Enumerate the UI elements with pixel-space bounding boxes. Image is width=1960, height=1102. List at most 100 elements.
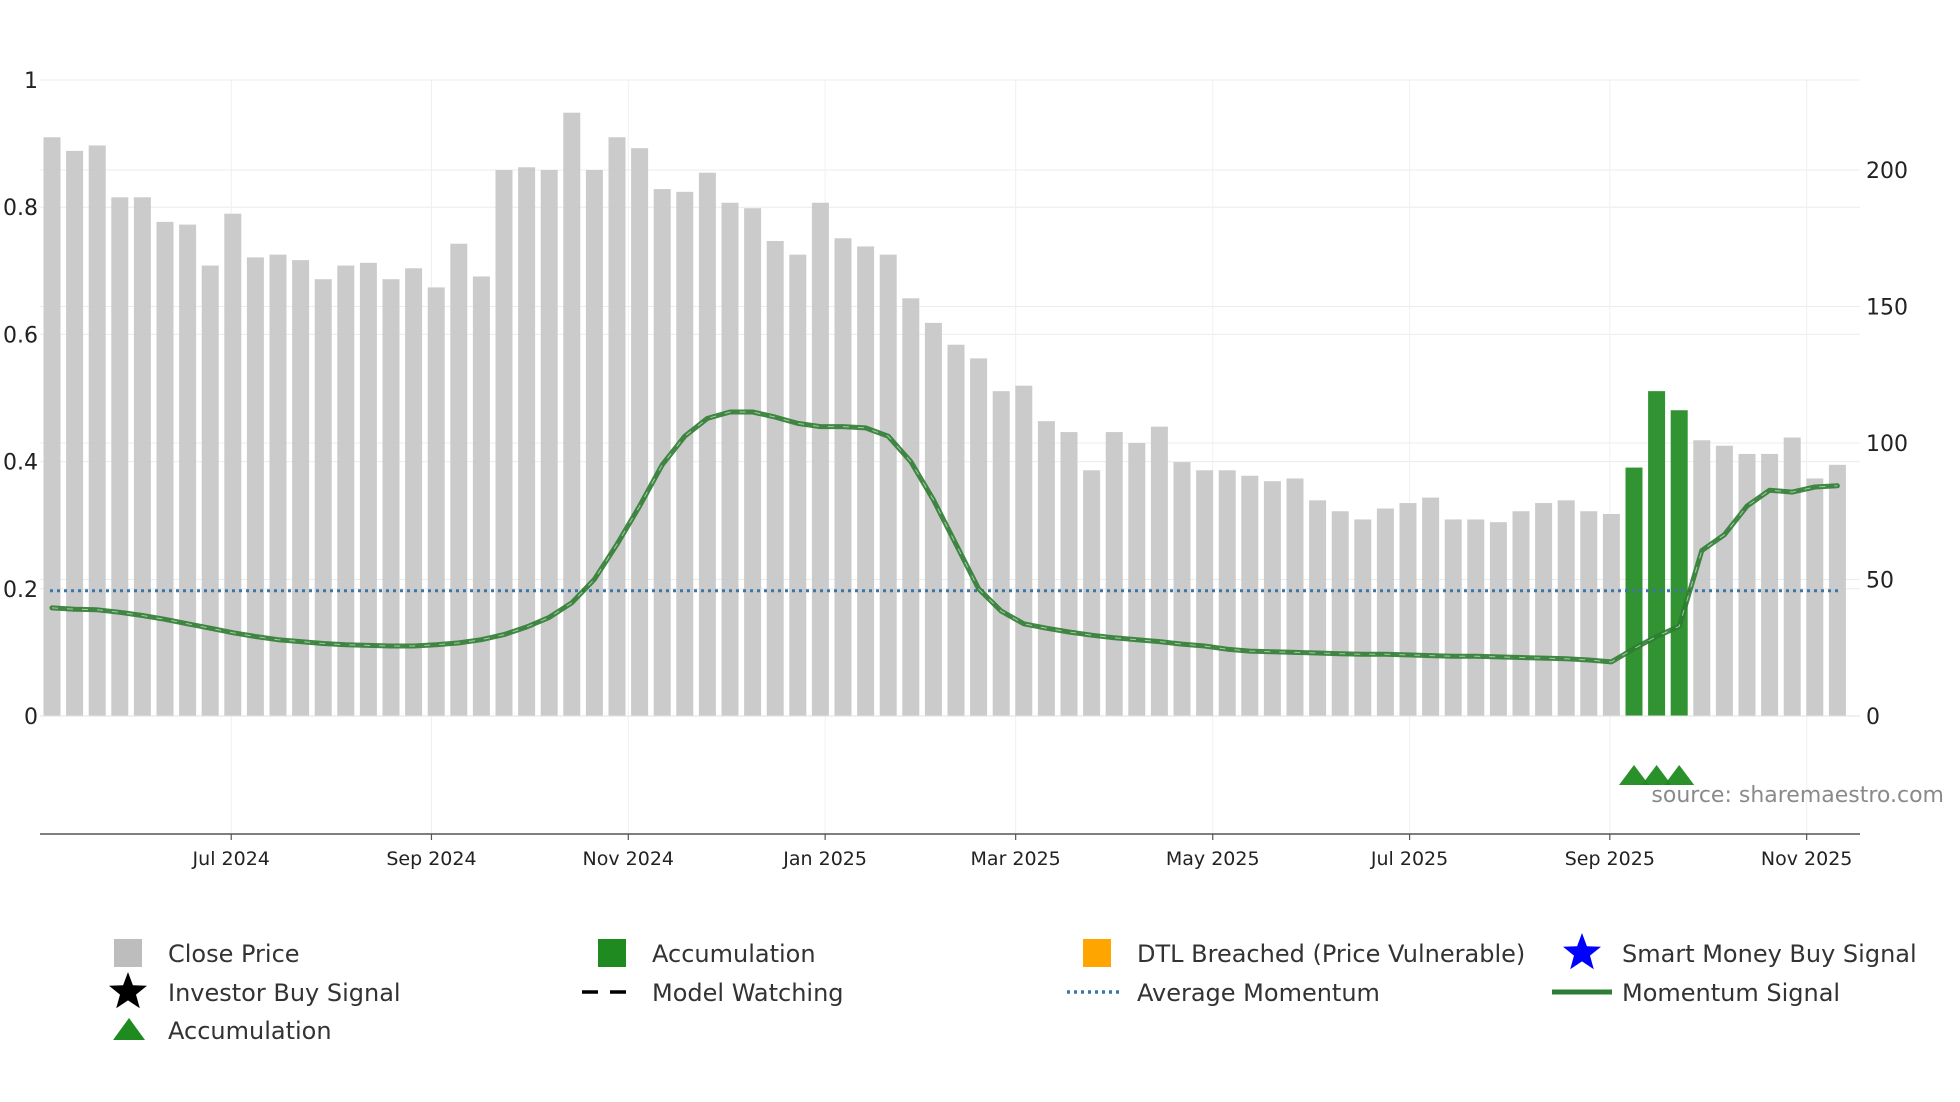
- legend-item-black-star: Investor Buy Signal: [109, 972, 401, 1009]
- close-price-bar: [789, 254, 807, 716]
- close-price-bar: [924, 322, 942, 716]
- close-price-bar: [518, 167, 536, 716]
- close-price-bar: [1173, 462, 1191, 716]
- accumulation-bar: [1670, 410, 1688, 716]
- accumulation-triangle-marker: [1641, 765, 1672, 785]
- close-price-bar: [811, 202, 829, 716]
- left-axis-tick-label: 1: [24, 69, 38, 94]
- close-price-bar: [1444, 519, 1462, 716]
- close-price-bar: [156, 221, 174, 716]
- close-price-bar: [495, 170, 513, 716]
- close-price-bar: [450, 243, 468, 716]
- close-price-bar: [224, 213, 242, 716]
- legend: Close Price Accumulation DTL Breached (Pri…: [109, 933, 1917, 1045]
- legend-item-dotted-line: Average Momentum: [1067, 979, 1380, 1007]
- close-price-bar: [1715, 445, 1733, 716]
- close-price-bar: [879, 254, 897, 716]
- close-price-bar: [472, 276, 490, 716]
- close-price-bar: [1467, 519, 1485, 716]
- right-axis-tick-label: 150: [1866, 296, 1908, 321]
- legend-item-green-triangle: Accumulation: [113, 1017, 332, 1045]
- close-price-bar: [382, 279, 400, 716]
- legend-label: Accumulation: [652, 940, 816, 968]
- x-axis-tick-label: Jul 2025: [1370, 848, 1448, 870]
- close-price-bar: [1489, 522, 1507, 716]
- close-price-bar: [540, 170, 558, 716]
- investor-star-icon: [109, 972, 147, 1009]
- smart-money-star-icon: [1563, 933, 1601, 970]
- left-axis-tick-label: 0: [24, 705, 38, 730]
- x-axis-tick-label: Mar 2025: [971, 848, 1061, 870]
- close-price-bar: [992, 391, 1010, 716]
- accumulation-triangle-marker: [1619, 765, 1649, 785]
- close-price-bar: [698, 172, 716, 717]
- x-axis-tick-label: Nov 2025: [1761, 848, 1852, 870]
- close-price-bar: [1580, 511, 1598, 716]
- close-price-swatch: [114, 939, 142, 967]
- close-price-bar: [314, 279, 332, 716]
- legend-label: Model Watching: [652, 979, 844, 1007]
- accumulation-swatch: [598, 939, 626, 967]
- close-price-bar: [766, 240, 784, 717]
- x-axis-tick-label: Sep 2025: [1565, 848, 1655, 870]
- legend-label: Smart Money Buy Signal: [1622, 940, 1917, 968]
- close-price-bar: [1738, 453, 1756, 716]
- close-price-bar: [427, 287, 445, 716]
- close-price-bar: [1105, 432, 1123, 716]
- close-price-bar: [1602, 513, 1620, 716]
- close-price-bar: [1037, 421, 1055, 716]
- close-price-bar: [405, 268, 423, 716]
- close-price-bar: [1218, 470, 1236, 716]
- close-price-bar: [292, 260, 310, 716]
- close-price-bar: [585, 170, 603, 716]
- close-price-bars: [43, 112, 1846, 717]
- legend-label: Close Price: [168, 940, 300, 968]
- close-price-bar: [947, 344, 965, 716]
- close-price-bar: [1422, 497, 1440, 716]
- close-price-bar: [1376, 508, 1394, 716]
- tick-labels: 0 0.2 0.4 0.6 0.8 1 0 50 100 150 200 Jul 2024 Sep 20…: [3, 69, 1908, 870]
- axes: [40, 715, 1860, 835]
- close-price-bar: [834, 238, 852, 716]
- legend-item-orange-square: DTL Breached (Price Vulnerable): [1083, 939, 1525, 968]
- left-axis-tick-label: 0.6: [3, 323, 38, 348]
- close-price-bar: [1263, 481, 1281, 716]
- accumulation-triangle-marker: [1664, 765, 1695, 785]
- momentum-signal-highlight: [51, 411, 1838, 663]
- close-price-bar: [563, 112, 581, 717]
- x-axis-tick-label: Sep 2024: [386, 848, 476, 870]
- x-axis-tick-label: Jan 2025: [782, 848, 867, 870]
- close-price-bar: [631, 148, 649, 716]
- right-axis-tick-label: 50: [1866, 569, 1894, 594]
- close-price-bar: [269, 254, 287, 716]
- close-price-bar: [88, 145, 106, 716]
- close-price-bar: [902, 298, 920, 716]
- close-price-bar: [857, 246, 875, 716]
- dtl-breached-swatch: [1083, 939, 1111, 967]
- close-price-bar: [1241, 475, 1259, 716]
- close-price-bar: [66, 150, 84, 716]
- close-price-bar: [246, 257, 264, 716]
- legend-label: Average Momentum: [1137, 979, 1380, 1007]
- legend-label: DTL Breached (Price Vulnerable): [1137, 940, 1525, 968]
- close-price-bar: [1128, 443, 1146, 716]
- close-price-bar: [1083, 470, 1101, 716]
- legend-label: Accumulation: [168, 1017, 332, 1045]
- close-price-bar: [359, 262, 377, 716]
- close-price-bar: [744, 208, 762, 716]
- accumulation-triangle-icon: [113, 1018, 145, 1040]
- legend-label: Momentum Signal: [1622, 979, 1840, 1007]
- right-axis-tick-label: 100: [1866, 432, 1908, 457]
- x-axis-tick-label: Nov 2024: [583, 848, 674, 870]
- close-price-bar: [1286, 478, 1304, 716]
- x-axis-tick-label: May 2025: [1166, 848, 1260, 870]
- close-price-bar: [1196, 470, 1214, 716]
- close-price-bar: [43, 137, 61, 717]
- left-axis-tick-label: 0.8: [3, 196, 38, 221]
- legend-item-green-line: Momentum Signal: [1552, 979, 1840, 1007]
- right-axis-tick-label: 200: [1866, 159, 1908, 184]
- close-price-bar: [111, 197, 129, 717]
- right-axis-tick-label: 0: [1866, 705, 1880, 730]
- left-axis-tick-label: 0.2: [3, 578, 38, 603]
- close-price-bar: [133, 197, 151, 717]
